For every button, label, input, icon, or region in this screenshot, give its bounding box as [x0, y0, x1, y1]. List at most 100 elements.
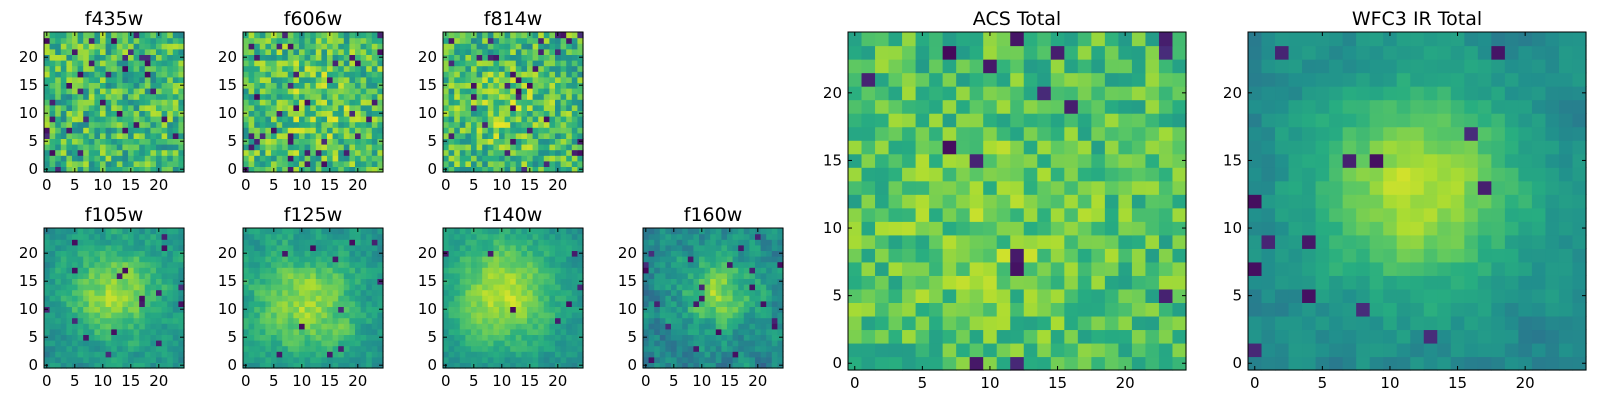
heatmap-cell [721, 334, 728, 341]
heatmap-cell [161, 166, 168, 173]
heatmap-cell [766, 340, 773, 347]
heatmap-cell [760, 312, 767, 319]
heatmap-cell [448, 99, 455, 106]
heatmap-cell [66, 284, 73, 291]
heatmap-cell [355, 82, 362, 89]
heatmap-cell [665, 256, 672, 263]
heatmap-cell [875, 275, 890, 290]
heatmap-cell [338, 250, 345, 257]
heatmap-cell [293, 43, 300, 50]
heatmap-cell [116, 43, 123, 50]
heatmap-cell [49, 261, 56, 268]
heatmap-cell [338, 144, 345, 151]
heatmap-cell [366, 116, 373, 123]
heatmap-cell [366, 93, 373, 100]
heatmap-cell [1158, 234, 1174, 249]
heatmap-cell [332, 272, 339, 279]
heatmap-cell [1172, 288, 1187, 303]
heatmap-cell [676, 362, 683, 369]
heatmap-cell [276, 244, 283, 251]
heatmap-cell [161, 356, 168, 363]
panel-title: f814w [484, 8, 543, 30]
heatmap-cell [493, 88, 500, 95]
heatmap-cell [315, 65, 322, 72]
heatmap-cell [111, 272, 118, 279]
heatmap-cell [111, 54, 118, 61]
heatmap-cell [144, 60, 151, 67]
heatmap-cell [161, 116, 168, 123]
heatmap-cell [571, 351, 578, 358]
heatmap-cell [560, 256, 567, 263]
heatmap-cell [72, 233, 79, 240]
heatmap-cell [538, 132, 545, 139]
heatmap-cell [996, 194, 1011, 209]
heatmap-cell [321, 278, 328, 285]
heatmap-cell [983, 315, 998, 331]
heatmap-cell [248, 284, 255, 291]
heatmap-cell [327, 284, 334, 291]
heatmap-cell [105, 76, 112, 83]
heatmap-cell [94, 340, 101, 347]
heatmap-cell [693, 289, 700, 296]
heatmap-cell [549, 82, 556, 89]
heatmap-cell [111, 104, 118, 111]
heatmap-cell [282, 340, 289, 347]
heatmap-cell [66, 32, 73, 39]
heatmap-cell [338, 138, 345, 145]
heatmap-cell [276, 48, 283, 55]
heatmap-cell [321, 43, 328, 50]
heatmap-cell [49, 127, 56, 134]
heatmap-cell [88, 284, 95, 291]
heatmap-cell [299, 340, 306, 347]
heatmap-cell [315, 99, 322, 106]
heatmap-cell [766, 362, 773, 369]
heatmap-cell [704, 351, 711, 358]
heatmap-cell [766, 300, 773, 307]
heatmap-cell [150, 323, 157, 330]
heatmap-cell [693, 312, 700, 319]
heatmap-cell [1158, 221, 1174, 236]
heatmap-cell [304, 43, 311, 50]
heatmap-cell [276, 272, 283, 279]
heatmap-cell [167, 121, 174, 128]
heatmap-cell [332, 166, 339, 173]
heatmap-cell [738, 228, 745, 235]
heatmap-cell [304, 60, 311, 67]
heatmap-cell [482, 88, 489, 95]
heatmap-cell [111, 256, 118, 263]
heatmap-cell [499, 356, 506, 363]
heatmap-cell [448, 149, 455, 156]
heatmap-cell [349, 340, 356, 347]
heatmap-cell [515, 233, 522, 240]
heatmap-cell [144, 144, 151, 151]
heatmap-cell [349, 54, 356, 61]
heatmap-cell [315, 356, 322, 363]
heatmap-cell [259, 48, 266, 55]
heatmap-cell [515, 155, 522, 162]
heatmap-cell [299, 127, 306, 134]
heatmap-cell [116, 334, 123, 341]
heatmap-cell [299, 76, 306, 83]
heatmap-cell [515, 116, 522, 123]
heatmap-cell [172, 323, 179, 330]
heatmap-cell [443, 144, 450, 151]
heatmap-cell [749, 312, 756, 319]
heatmap-cell [549, 144, 556, 151]
heatmap-cell [304, 244, 311, 251]
heatmap-cell [493, 345, 500, 352]
heatmap-cell [654, 334, 661, 341]
heatmap-cell [355, 233, 362, 240]
heatmap-cell [555, 272, 562, 279]
heatmap-cell [687, 244, 694, 251]
heatmap-cell [538, 76, 545, 83]
heatmap-cell [771, 272, 778, 279]
heatmap-cell [482, 256, 489, 263]
heatmap-cell [77, 60, 84, 67]
heatmap-cell [122, 284, 129, 291]
heatmap-cell [287, 256, 294, 263]
heatmap-cell [167, 295, 174, 302]
heatmap-cell [287, 104, 294, 111]
heatmap-cell [659, 356, 666, 363]
heatmap-cell [287, 65, 294, 72]
heatmap-cell [338, 65, 345, 72]
